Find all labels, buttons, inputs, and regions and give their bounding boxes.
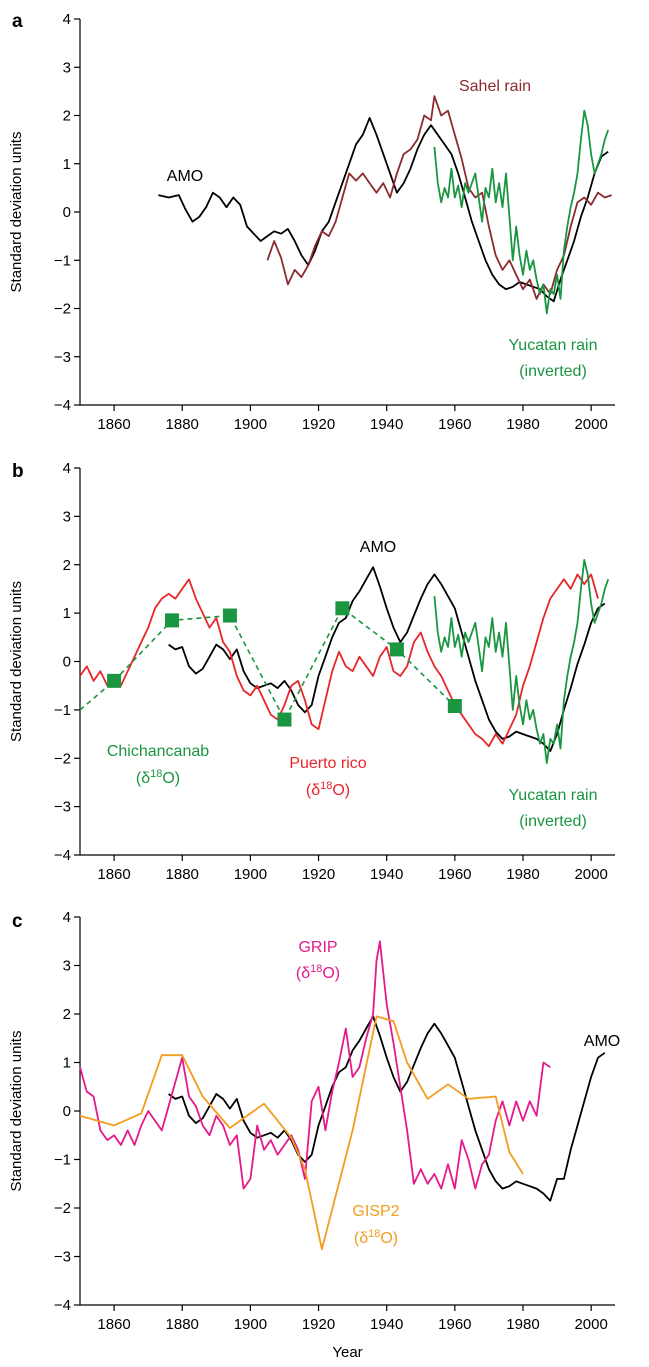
x-tick-label: 1880 <box>166 866 199 883</box>
y-tick-label: −2 <box>54 301 71 318</box>
y-tick-label: 4 <box>63 909 71 926</box>
x-tick-label: 1900 <box>234 416 267 433</box>
x-tick-label: 1940 <box>370 1316 403 1333</box>
y-tick-label: 3 <box>63 958 71 975</box>
y-axis-title: Standard deviation units <box>8 132 25 293</box>
y-tick-label: 0 <box>63 204 71 221</box>
y-tick-label: 0 <box>63 1103 71 1120</box>
y-tick-label: 2 <box>63 108 71 125</box>
x-tick-label: 1920 <box>302 1316 335 1333</box>
x-tick-label: 1880 <box>166 416 199 433</box>
marker-chichancanab-d18o <box>165 613 180 628</box>
series-line-amo <box>168 566 606 752</box>
x-tick-label: 1920 <box>302 416 335 433</box>
panel-c: c 4 3 2 1 0 −1 −2 −3 −4 1860 1880 1900 1920 1940 1960 19… <box>8 909 620 1361</box>
panel-b: b 4 3 2 1 0 −1 −2 −3 −4 1860 1880 1900 1920 1940 1960 19… <box>8 460 615 883</box>
annotation-inverted: (inverted) <box>519 363 587 380</box>
x-tick-label: 2000 <box>574 416 607 433</box>
x-tick-label: 1920 <box>302 866 335 883</box>
x-tick-label: 1960 <box>438 866 471 883</box>
x-tick-label: 1860 <box>97 866 130 883</box>
series-line-yucatan-rain-inverted <box>433 559 610 764</box>
annotation-gisp2: GISP2 <box>352 1203 399 1220</box>
series-line-grip-d18o <box>79 940 551 1190</box>
series-line-puerto-rico-d18o <box>79 573 599 748</box>
series-line-yucatan-rain-inverted <box>433 109 610 315</box>
x-tick-label: 1860 <box>97 416 130 433</box>
marker-chichancanab-d18o <box>335 601 350 616</box>
annotation-grip: GRIP <box>298 939 337 956</box>
y-tick-label: −4 <box>54 1297 71 1314</box>
y-tick-label: −1 <box>54 702 71 719</box>
y-tick-label: −3 <box>54 349 71 366</box>
x-tick-label: 1900 <box>234 866 267 883</box>
y-tick-label: 1 <box>63 605 71 622</box>
y-tick-label: 4 <box>63 11 71 28</box>
annotation-yucatan-rain: Yucatan rain <box>509 787 598 804</box>
x-tick-label: 1900 <box>234 1316 267 1333</box>
x-tick-label: 1880 <box>166 1316 199 1333</box>
x-tick-label: 1980 <box>506 1316 539 1333</box>
y-tick-label: −2 <box>54 1200 71 1217</box>
annotation-amo: AMO <box>360 539 396 556</box>
y-tick-label: 3 <box>63 59 71 76</box>
marker-chichancanab-d18o <box>277 712 292 727</box>
annotation-amo: AMO <box>584 1033 620 1050</box>
annotation-sahel-rain: Sahel rain <box>459 78 531 95</box>
annotation-d18o: (δ18O) <box>306 780 350 799</box>
y-tick-label: −4 <box>54 397 71 414</box>
series-line-chichancanab-d18o <box>79 607 456 721</box>
marker-chichancanab-d18o <box>222 608 237 623</box>
x-tick-label: 1980 <box>506 416 539 433</box>
annotation-d18o: (δ18O) <box>296 963 340 982</box>
series-line-amo <box>168 1015 606 1202</box>
marker-chichancanab-d18o <box>107 673 122 688</box>
y-tick-label: 4 <box>63 460 71 477</box>
y-tick-label: 1 <box>63 156 71 173</box>
y-tick-label: −1 <box>54 252 71 269</box>
x-tick-label: 1940 <box>370 416 403 433</box>
annotation-yucatan-rain: Yucatan rain <box>509 337 598 354</box>
y-tick-label: −2 <box>54 750 71 767</box>
y-tick-label: 2 <box>63 1006 71 1023</box>
y-tick-label: −1 <box>54 1152 71 1169</box>
y-axis-title: Standard deviation units <box>8 581 25 742</box>
panel-letter: b <box>12 461 24 482</box>
x-tick-label: 1940 <box>370 866 403 883</box>
annotation-d18o: (δ18O) <box>354 1228 398 1247</box>
panel-letter: c <box>12 911 23 932</box>
x-tick-label: 1960 <box>438 416 471 433</box>
x-axis-title: Year <box>332 1344 362 1361</box>
y-tick-label: 3 <box>63 508 71 525</box>
y-tick-label: −3 <box>54 1249 71 1266</box>
annotation-d18o: (δ18O) <box>136 768 180 787</box>
x-tick-label: 2000 <box>574 866 607 883</box>
series-line-gisp2-d18o <box>79 1015 524 1251</box>
series-line-amo <box>158 117 609 303</box>
panel-letter: a <box>12 11 23 32</box>
annotation-puerto-rico: Puerto rico <box>289 755 366 772</box>
annotation-amo: AMO <box>167 168 203 185</box>
annotation-inverted: (inverted) <box>519 813 587 830</box>
y-tick-label: 2 <box>63 557 71 574</box>
x-tick-label: 1960 <box>438 1316 471 1333</box>
series-line-sahel-rain <box>266 95 612 300</box>
x-tick-label: 2000 <box>574 1316 607 1333</box>
marker-chichancanab-d18o <box>447 699 462 714</box>
annotation-chichancanab: Chichancanab <box>107 743 209 760</box>
y-tick-label: 1 <box>63 1055 71 1072</box>
marker-chichancanab-d18o <box>389 642 404 657</box>
y-tick-label: −3 <box>54 799 71 816</box>
x-tick-label: 1860 <box>97 1316 130 1333</box>
panel-a: a 4 3 2 1 0 −1 −2 −3 −4 1860 1880 1900 1920 1940 1960 19… <box>8 11 615 433</box>
y-axis-title: Standard deviation units <box>8 1031 25 1192</box>
y-tick-label: 0 <box>63 654 71 671</box>
x-tick-label: 1980 <box>506 866 539 883</box>
y-tick-label: −4 <box>54 847 71 864</box>
